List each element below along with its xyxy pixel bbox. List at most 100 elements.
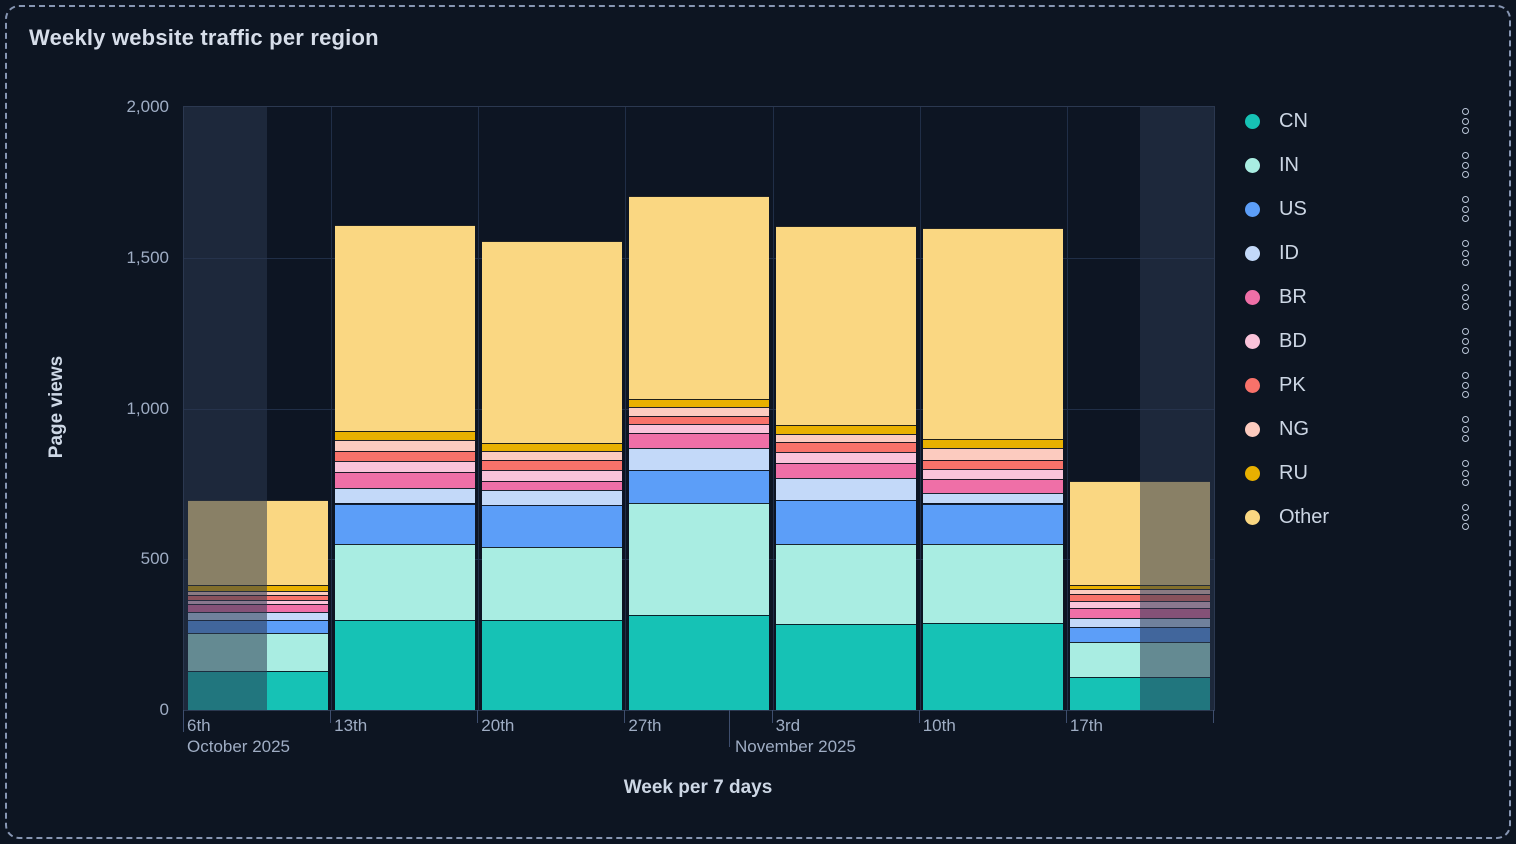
bar-segment-in[interactable] [628, 503, 770, 616]
bar-segment-br[interactable] [334, 471, 475, 489]
bar-segment-cn[interactable] [923, 622, 1064, 710]
legend-label-pk: PK [1279, 373, 1306, 396]
bar-segment-other[interactable] [187, 500, 328, 585]
bar-segment-in[interactable] [187, 633, 328, 671]
bar-segment-id[interactable] [481, 489, 622, 505]
legend-item-menu-icon[interactable] [1462, 283, 1469, 311]
bar-segment-cn[interactable] [1070, 676, 1211, 710]
legend-item-br[interactable]: BR [1245, 275, 1473, 319]
bar-segment-ng[interactable] [334, 440, 475, 451]
bar-segment-id[interactable] [334, 488, 475, 504]
legend-item-menu-icon[interactable] [1462, 151, 1469, 179]
legend-item-ng[interactable]: NG [1245, 407, 1473, 451]
bar-segment-id[interactable] [187, 612, 328, 620]
bar-segment-ng[interactable] [628, 407, 770, 417]
bar-segment-in[interactable] [776, 544, 917, 625]
bar-segment-id[interactable] [1070, 618, 1211, 628]
bar-segment-ru[interactable] [334, 431, 475, 441]
legend-item-menu-icon[interactable] [1462, 195, 1469, 223]
bar-segment-ru[interactable] [481, 443, 622, 451]
legend-item-menu-icon[interactable] [1462, 503, 1469, 531]
legend-item-menu-icon[interactable] [1462, 327, 1469, 355]
bar-segment-cn[interactable] [628, 615, 770, 710]
bar-segment-us[interactable] [776, 500, 917, 545]
bar-segment-cn[interactable] [334, 619, 475, 710]
bar-segment-ng[interactable] [1070, 589, 1211, 594]
legend-color-dot-cn [1245, 113, 1260, 129]
bar-segment-ng[interactable] [187, 590, 328, 596]
bar-segment-id[interactable] [923, 492, 1064, 504]
legend-item-menu-icon[interactable] [1462, 415, 1469, 443]
gridline-vertical [625, 107, 627, 710]
bar-segment-in[interactable] [334, 544, 475, 620]
bar-segment-ng[interactable] [923, 447, 1064, 460]
chart-title: Weekly website traffic per region [29, 25, 379, 50]
bar-segment-us[interactable] [1070, 627, 1211, 643]
chart-panel: Weekly website traffic per region 6th 13t… [5, 5, 1511, 839]
bar-segment-bd[interactable] [923, 468, 1064, 480]
bar-segment-pk[interactable] [628, 416, 770, 424]
legend-item-pk[interactable]: PK [1245, 363, 1473, 407]
bar-segment-bd[interactable] [334, 461, 475, 472]
bar-segment-ru[interactable] [776, 425, 917, 435]
bar-segment-pk[interactable] [923, 459, 1064, 469]
bar-segment-ru[interactable] [628, 399, 770, 407]
legend-item-menu-icon[interactable] [1462, 459, 1469, 487]
bar-segment-bd[interactable] [776, 452, 917, 463]
bar-segment-ng[interactable] [776, 434, 917, 442]
legend-item-id[interactable]: ID [1245, 231, 1473, 275]
legend-item-us[interactable]: US [1245, 187, 1473, 231]
bar-segment-br[interactable] [481, 480, 622, 490]
legend-item-in[interactable]: IN [1245, 143, 1473, 187]
bar-segment-br[interactable] [1070, 607, 1211, 619]
bar-segment-br[interactable] [187, 604, 328, 613]
bar-segment-pk[interactable] [187, 595, 328, 600]
x-tick-end [1213, 710, 1214, 723]
bar-segment-other[interactable] [628, 195, 770, 400]
bar-segment-bd[interactable] [628, 423, 770, 433]
bar-segment-ru[interactable] [187, 584, 328, 591]
bar-segment-in[interactable] [923, 544, 1064, 623]
x-tick-label-6th: 6th [187, 716, 211, 735]
bar-segment-cn[interactable] [481, 619, 622, 710]
bar-segment-bd[interactable] [1070, 601, 1211, 608]
bar-segment-pk[interactable] [1070, 593, 1211, 602]
bar-segment-ru[interactable] [923, 438, 1064, 448]
bar-segment-bd[interactable] [481, 470, 622, 481]
bar-segment-us[interactable] [334, 503, 475, 545]
bar-segment-other[interactable] [776, 226, 917, 426]
bar-segment-id[interactable] [628, 447, 770, 471]
bar-segment-br[interactable] [776, 462, 917, 478]
legend-item-menu-icon[interactable] [1462, 239, 1469, 267]
bar-segment-ng[interactable] [481, 450, 622, 460]
bar-segment-br[interactable] [923, 479, 1064, 493]
bar-segment-cn[interactable] [776, 624, 917, 710]
bar-segment-us[interactable] [187, 619, 328, 634]
bar-segment-cn[interactable] [187, 670, 328, 710]
legend-item-ru[interactable]: RU [1245, 451, 1473, 495]
legend-color-dot-id [1245, 245, 1260, 261]
legend-item-menu-icon[interactable] [1462, 371, 1469, 399]
bar-segment-pk[interactable] [776, 441, 917, 453]
legend-item-cn[interactable]: CN [1245, 99, 1473, 143]
bar-segment-other[interactable] [334, 224, 475, 432]
bar-segment-id[interactable] [776, 477, 917, 501]
bar-segment-other[interactable] [481, 241, 622, 444]
bar-segment-in[interactable] [1070, 642, 1211, 677]
legend-item-other[interactable]: Other [1245, 495, 1473, 539]
bar-segment-other[interactable] [1070, 480, 1211, 585]
stacked-bar-week-13th [334, 107, 475, 710]
bar-segment-in[interactable] [481, 547, 622, 620]
bar-segment-pk[interactable] [334, 450, 475, 462]
bar-segment-us[interactable] [923, 503, 1064, 545]
legend-item-bd[interactable]: BD [1245, 319, 1473, 363]
bar-segment-pk[interactable] [481, 459, 622, 471]
bar-segment-br[interactable] [628, 432, 770, 448]
bar-segment-ru[interactable] [1070, 584, 1211, 590]
bar-segment-us[interactable] [628, 470, 770, 504]
legend-color-dot-bd [1245, 333, 1260, 349]
bar-segment-other[interactable] [923, 227, 1064, 439]
legend-item-menu-icon[interactable] [1462, 107, 1469, 135]
bar-segment-bd[interactable] [187, 599, 328, 605]
bar-segment-us[interactable] [481, 505, 622, 548]
